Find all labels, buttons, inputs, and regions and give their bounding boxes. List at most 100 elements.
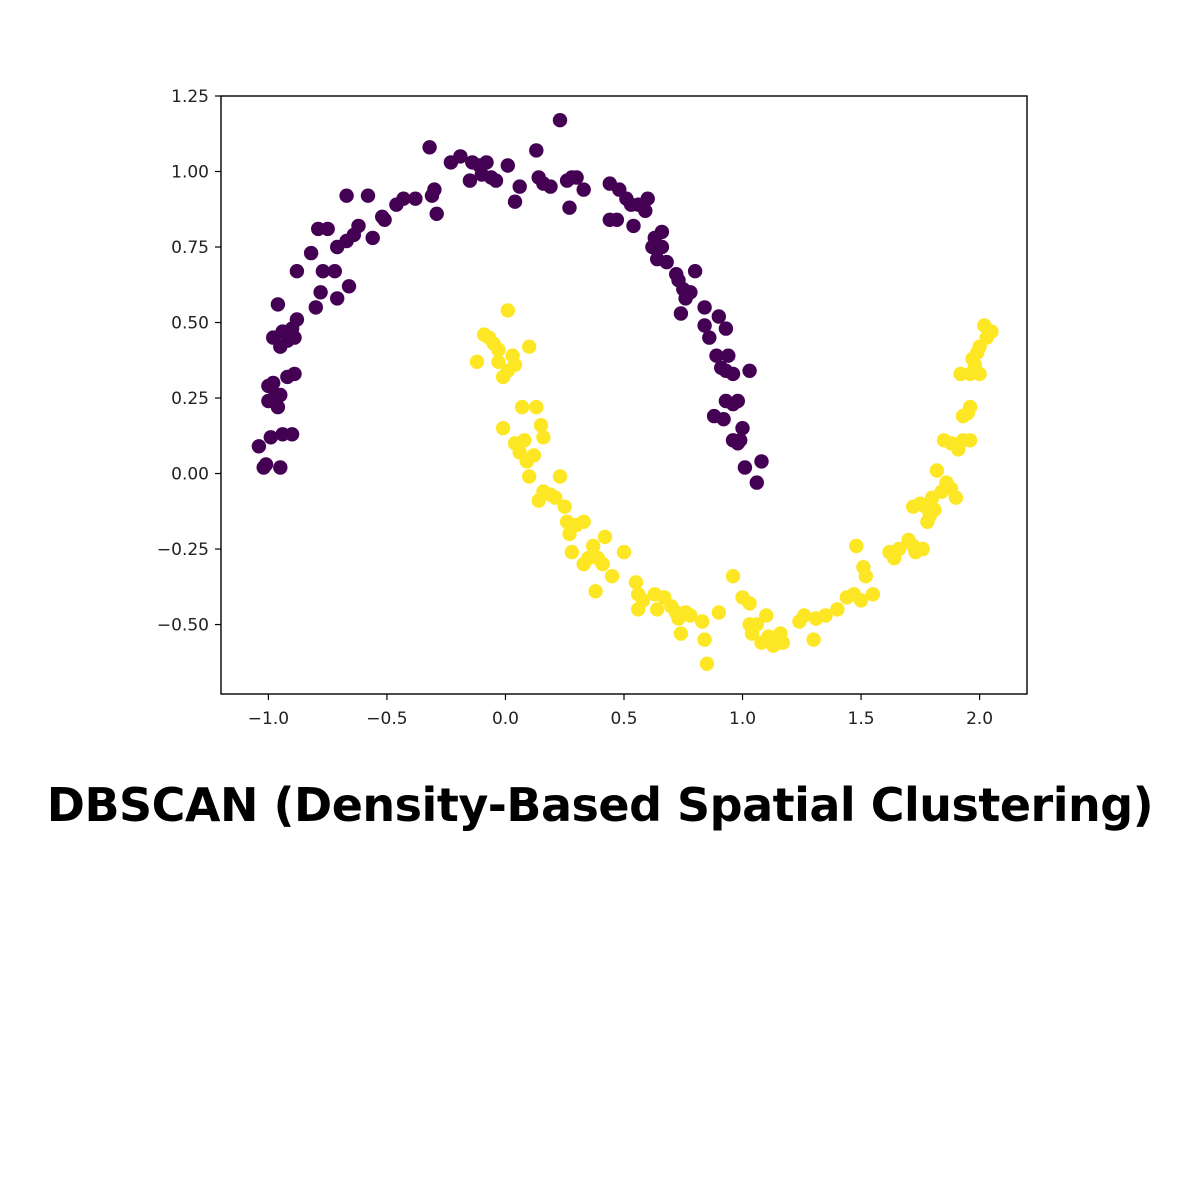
points-layer xyxy=(251,113,999,671)
dbscan-scatter-chart: −1.0 −0.5 0.0 0.5 1.0 1.5 2.0 1.25 1.00 0.75 0.50… xyxy=(157,87,1028,729)
cluster-1-point xyxy=(315,264,331,279)
cluster-1-point xyxy=(702,330,717,345)
cluster-2-point xyxy=(522,339,537,354)
x-tick-label: −0.5 xyxy=(366,709,407,729)
cluster-2-point xyxy=(830,602,845,617)
cluster-1-point xyxy=(716,412,731,427)
cluster-2-point xyxy=(849,538,864,554)
cluster-1-point xyxy=(266,375,281,391)
cluster-2-point xyxy=(595,556,610,572)
x-tick-label: 1.0 xyxy=(729,709,756,729)
x-tick-label: 1.5 xyxy=(848,709,875,729)
cluster-1-point xyxy=(512,179,527,194)
cluster-2-point xyxy=(806,632,821,647)
cluster-1-point xyxy=(330,291,345,306)
cluster-1-point xyxy=(687,264,703,279)
cluster-2-point xyxy=(759,608,774,623)
cluster-1-point xyxy=(659,254,674,270)
cluster-1-point xyxy=(754,454,769,469)
cluster-2-point xyxy=(548,490,563,505)
cluster-1-point xyxy=(500,158,515,173)
cluster-2-point xyxy=(673,626,689,641)
cluster-2-point xyxy=(557,499,572,514)
cluster-2-point xyxy=(469,354,485,369)
cluster-1-point xyxy=(360,188,376,203)
cluster-2-point xyxy=(775,635,790,650)
cluster-1-point xyxy=(408,191,423,206)
cluster-1-point xyxy=(562,200,577,215)
cluster-1-point xyxy=(733,433,748,448)
cluster-1-point xyxy=(735,421,750,436)
cluster-1-point xyxy=(737,460,753,475)
cluster-1-point xyxy=(654,224,670,240)
cluster-2-point xyxy=(517,433,532,448)
cluster-1-point xyxy=(730,393,745,409)
cluster-1-point xyxy=(697,300,712,315)
cluster-2-point xyxy=(491,354,506,369)
cluster-2-point xyxy=(588,584,603,599)
cluster-2-point xyxy=(536,430,551,445)
cluster-2-point xyxy=(616,544,632,560)
x-tick-label: 0.5 xyxy=(610,709,637,729)
cluster-1-point xyxy=(270,399,286,415)
cluster-1-point xyxy=(284,427,300,442)
cluster-2-point xyxy=(597,529,613,545)
cluster-1-point xyxy=(422,140,437,155)
cluster-2-point xyxy=(797,608,812,623)
cluster-1-point xyxy=(429,206,444,221)
cluster-1-point xyxy=(529,143,544,158)
cluster-1-point xyxy=(289,264,305,279)
cluster-1-point xyxy=(626,218,641,234)
cluster-1-point xyxy=(725,366,741,382)
cluster-1-point xyxy=(273,460,288,475)
cluster-1-point xyxy=(377,212,392,227)
cluster-1-point xyxy=(673,306,689,321)
cluster-1-point xyxy=(569,170,584,185)
cluster-2-point xyxy=(507,357,523,372)
cluster-1-point xyxy=(711,309,726,324)
cluster-2-point xyxy=(522,469,537,484)
cluster-2-point xyxy=(699,656,715,671)
cluster-1-point xyxy=(552,113,568,128)
cluster-2-point xyxy=(972,366,987,382)
x-axis: −1.0 −0.5 0.0 0.5 1.0 1.5 2.0 xyxy=(248,694,993,729)
cluster-1-point xyxy=(308,300,323,315)
cluster-2-point xyxy=(491,342,506,357)
cluster-2-point xyxy=(683,608,698,623)
cluster-2-point xyxy=(586,538,601,554)
cluster-2-point xyxy=(742,596,757,611)
y-axis: 1.25 1.00 0.75 0.50 0.25 0.00 −0.25 −0.50 xyxy=(157,87,221,636)
cluster-1-point xyxy=(341,279,357,294)
cluster-2-point xyxy=(552,469,568,484)
cluster-1-point xyxy=(303,245,319,261)
cluster-1-point xyxy=(263,430,278,445)
cluster-1-point xyxy=(320,221,335,237)
cluster-1-point xyxy=(683,285,698,300)
cluster-2-point xyxy=(865,587,881,602)
cluster-2-point xyxy=(948,490,964,505)
cluster-1-point xyxy=(709,348,724,363)
cluster-2-point xyxy=(533,418,549,433)
cluster-2-point xyxy=(749,617,764,632)
cluster-1-point xyxy=(270,297,286,312)
y-tick-label: −0.50 xyxy=(157,616,209,636)
cluster-1-point xyxy=(640,191,655,206)
cluster-2-point xyxy=(697,632,712,647)
cluster-2-point xyxy=(500,303,515,318)
cluster-2-point xyxy=(576,514,591,529)
cluster-1-point xyxy=(697,318,712,333)
cluster-1-point xyxy=(351,218,366,234)
cluster-1-point xyxy=(258,457,274,472)
cluster-2-point xyxy=(529,399,544,415)
chart-caption: DBSCAN (Density-Based Spatial Clustering… xyxy=(46,778,1154,832)
y-tick-label: 1.00 xyxy=(171,163,209,183)
y-tick-label: 0.25 xyxy=(171,389,209,409)
y-tick-label: 0.75 xyxy=(171,238,209,258)
cluster-1-point xyxy=(251,439,267,454)
cluster-2-point xyxy=(858,569,873,584)
cluster-1-point xyxy=(718,321,734,336)
y-tick-label: 1.25 xyxy=(171,87,209,107)
y-tick-label: 0.50 xyxy=(171,314,209,334)
cluster-1-point xyxy=(327,264,342,279)
x-tick-label: −1.0 xyxy=(248,709,289,729)
